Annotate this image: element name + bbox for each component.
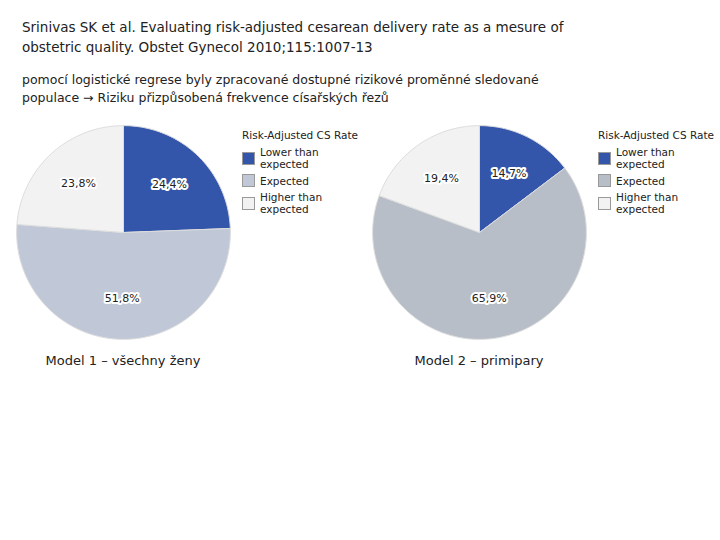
html-text:Higher than expected: Higher than expected <box>616 191 679 216</box>
html-text:Risk-Adjusted CS Rate: Risk-Adjusted CS Rate <box>242 129 358 142</box>
html-text:pomocí logistické regrese byly: pomocí logistické regrese byly zpracovan… <box>22 72 539 88</box>
html-text:populace → Riziku přizpůsobená: populace → Riziku přizpůsobená frekvence… <box>22 90 389 106</box>
svg-text:24,4%: 24,4% <box>152 179 187 192</box>
svg-text:14,7%: 14,7% <box>492 167 527 180</box>
svg-text:19,4%: 19,4% <box>424 172 459 185</box>
html-text:Srinivas SK et al. Evaluating: Srinivas SK et al. Evaluating risk-adjus… <box>22 19 564 35</box>
html-text:Risk-Adjusted CS Rate: Risk-Adjusted CS Rate <box>598 129 714 142</box>
html-text:Model 1 – všechny ženy: Model 1 – všechny ženy <box>45 353 201 369</box>
html-text:Lower than expected: Lower than expected <box>260 146 319 171</box>
svg-text:65,9%: 65,9% <box>472 292 507 305</box>
svg-text:51,8%: 51,8% <box>105 293 140 306</box>
html-text:Higher than expected: Higher than expected <box>260 191 323 216</box>
html-text:Model 2 – primipary: Model 2 – primipary <box>414 353 544 369</box>
html-text:Expected: Expected <box>260 174 309 187</box>
html-text:Expected: Expected <box>616 174 665 187</box>
html-text:obstetric quality. Obstet Gyne: obstetric quality. Obstet Gynecol 2010;1… <box>22 38 373 55</box>
svg-text:23,8%: 23,8% <box>61 178 96 191</box>
html-text:Lower than expected: Lower than expected <box>616 146 675 171</box>
